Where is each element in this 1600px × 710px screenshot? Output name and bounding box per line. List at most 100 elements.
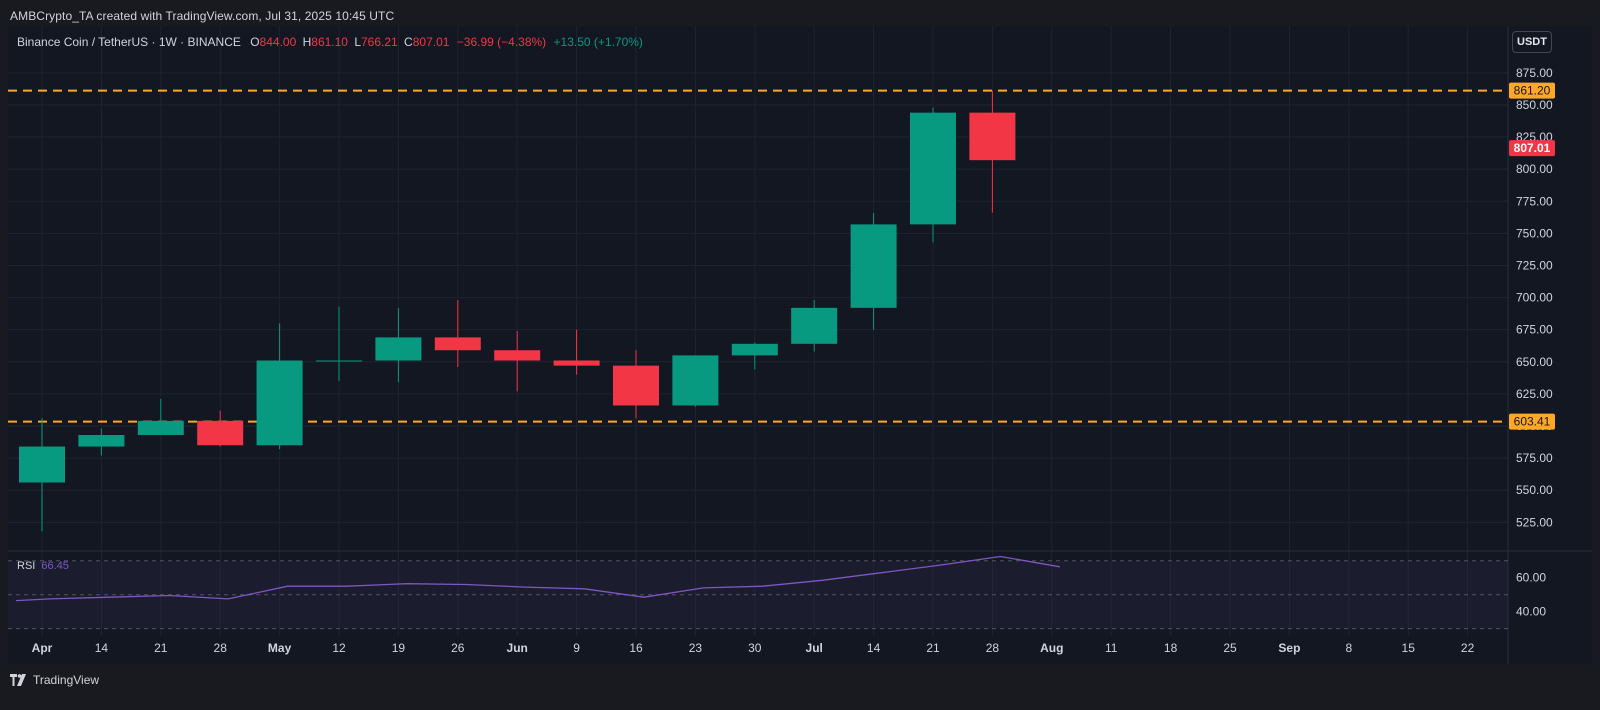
- time-axis-label: 12: [332, 641, 346, 655]
- candle-body: [19, 446, 65, 483]
- rsi-axis-label: 60.00: [1516, 571, 1546, 585]
- price-change: −36.99 (−4.38%): [456, 35, 547, 49]
- currency-button[interactable]: USDT: [1512, 31, 1552, 53]
- candle[interactable]: [256, 323, 303, 450]
- candle-body: [197, 420, 244, 446]
- price-axis-label: 850.00: [1516, 98, 1553, 112]
- candle-body: [494, 350, 541, 361]
- candle[interactable]: [791, 300, 838, 352]
- candle[interactable]: [316, 306, 362, 382]
- candle-body: [434, 337, 481, 351]
- time-axis-label: 21: [926, 641, 940, 655]
- candle-body: [910, 112, 956, 225]
- time-axis-label: 25: [1223, 641, 1237, 655]
- symbol-legend: Binance Coin / TetherUS · 1W · BINANCE O…: [17, 35, 643, 49]
- rsi-axis-label: 40.00: [1516, 605, 1546, 619]
- price-axis-label: 650.00: [1516, 355, 1553, 369]
- price-axis-label: 525.00: [1516, 515, 1553, 529]
- candle-body: [791, 307, 838, 344]
- high-label: H: [302, 35, 312, 49]
- price-axis-label: 675.00: [1516, 323, 1553, 337]
- close-label: C: [404, 35, 413, 49]
- price-axis-label: 775.00: [1516, 194, 1553, 208]
- last-price-label: 807.01: [1514, 141, 1551, 155]
- last-price-badge: [1509, 140, 1555, 157]
- price-axis-label: 550.00: [1516, 483, 1553, 497]
- candle[interactable]: [850, 212, 897, 330]
- candle[interactable]: [78, 428, 125, 456]
- price-axis-label: 700.00: [1516, 291, 1553, 305]
- candle-body: [256, 360, 303, 446]
- time-axis-label: 26: [451, 641, 465, 655]
- time-axis-label: 22: [1461, 641, 1475, 655]
- candle[interactable]: [19, 418, 65, 532]
- price-level-badge: [1509, 82, 1555, 99]
- close-value: 807.01: [412, 35, 450, 49]
- time-axis-label: 23: [689, 641, 703, 655]
- footer-brand: TradingView: [33, 673, 100, 687]
- price-axis-label: 750.00: [1516, 226, 1553, 240]
- time-axis-label: 14: [867, 641, 881, 655]
- candle[interactable]: [553, 329, 600, 375]
- horizontal-levels: [8, 89, 1508, 423]
- axes: 40.0060.00525.00550.00575.00600.00625.00…: [32, 66, 1555, 655]
- candle-body: [969, 112, 1016, 161]
- candle-body: [731, 343, 778, 356]
- time-axis-label: Sep: [1278, 641, 1300, 655]
- candle[interactable]: [197, 410, 244, 447]
- candle[interactable]: [137, 399, 184, 435]
- footer: TradingView: [10, 671, 99, 689]
- time-axis-label: 8: [1345, 641, 1352, 655]
- candlestick-series: [19, 90, 1016, 532]
- time-axis-label: 30: [748, 641, 762, 655]
- rsi-line: [15, 555, 1060, 602]
- time-axis-label: 11: [1105, 641, 1118, 655]
- price-axis-label: 800.00: [1516, 162, 1553, 176]
- time-axis-label: 15: [1402, 641, 1416, 655]
- price-level-label: 603.41: [1514, 415, 1551, 429]
- time-axis-label: Jul: [806, 641, 823, 655]
- time-axis-label: Apr: [32, 641, 53, 655]
- candle[interactable]: [731, 342, 778, 370]
- low-value: 766.21: [361, 35, 398, 49]
- rsi-legend: RSI 66.45: [17, 560, 69, 572]
- time-axis-label: 28: [214, 641, 228, 655]
- candle-body: [553, 360, 600, 366]
- time-axis-label: 28: [986, 641, 1000, 655]
- price-axis-label: 725.00: [1516, 258, 1553, 272]
- time-axis-label: 21: [154, 641, 168, 655]
- candle-body: [78, 434, 125, 447]
- candle-body: [375, 337, 422, 361]
- rsi-pane: [8, 555, 1508, 630]
- candle-body: [672, 355, 719, 406]
- time-axis-label: 9: [573, 641, 580, 655]
- symbol-name: Binance Coin / TetherUS · 1W · BINANCE: [17, 35, 241, 49]
- rsi-value: 66.45: [41, 560, 69, 572]
- candle[interactable]: [375, 307, 422, 383]
- time-axis-label: 18: [1164, 641, 1178, 655]
- open-label: O: [250, 35, 260, 49]
- candle[interactable]: [672, 355, 719, 407]
- chart-frame[interactable]: [8, 26, 1592, 664]
- candle[interactable]: [613, 350, 659, 419]
- open-value: 844.00: [259, 35, 297, 49]
- price-axis-label: 625.00: [1516, 387, 1553, 401]
- price-axis-label: 575.00: [1516, 451, 1553, 465]
- candle[interactable]: [969, 90, 1016, 213]
- candle-body: [613, 365, 659, 406]
- candle[interactable]: [910, 107, 956, 243]
- tradingview-logo-icon: [10, 674, 26, 686]
- price-axis-label: 875.00: [1516, 66, 1553, 80]
- rsi-label: RSI: [17, 560, 36, 572]
- time-axis-label: 19: [392, 641, 406, 655]
- time-axis-label: Aug: [1040, 641, 1063, 655]
- candle[interactable]: [434, 300, 481, 367]
- extra-change: +13.50 (+1.70%): [553, 35, 643, 49]
- time-axis-label: 16: [629, 641, 643, 655]
- candle[interactable]: [494, 330, 541, 392]
- time-axis-label: Jun: [507, 641, 528, 655]
- candle-body: [316, 360, 362, 362]
- price-level-badge: [1509, 413, 1555, 430]
- candle-body: [850, 224, 897, 308]
